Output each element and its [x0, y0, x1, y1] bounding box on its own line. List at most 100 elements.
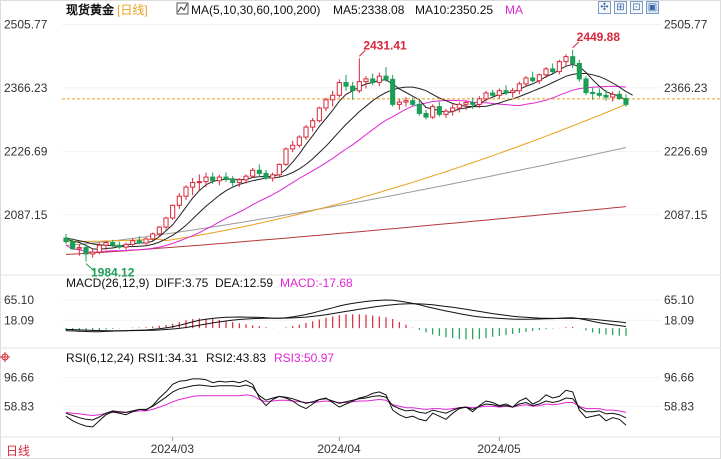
candle[interactable]	[170, 204, 176, 219]
candle[interactable]	[96, 244, 102, 253]
candle[interactable]	[210, 176, 216, 182]
bottom-period-label[interactable]: 日线	[6, 444, 30, 458]
candle[interactable]	[623, 97, 629, 105]
candle[interactable]	[383, 75, 389, 80]
candle[interactable]	[256, 169, 262, 174]
candle[interactable]	[236, 179, 242, 184]
candle[interactable]	[403, 100, 409, 103]
candle[interactable]	[290, 144, 296, 150]
candle[interactable]	[470, 102, 476, 105]
candle[interactable]	[190, 182, 196, 188]
candle[interactable]	[196, 181, 202, 184]
candle[interactable]	[363, 78, 369, 83]
candle[interactable]	[576, 62, 582, 80]
ma-set-label[interactable]: MA(5,10,30,60,100,200)	[191, 3, 320, 17]
price-panel[interactable]: 2505.77 2505.77 2366.23 2366.23 2226.69 2226.…	[4, 17, 721, 280]
candle[interactable]	[310, 120, 316, 128]
candle[interactable]	[283, 148, 289, 165]
candle[interactable]	[70, 241, 76, 250]
rsi-panel[interactable]: 96.66 96.66 58.83 58.83	[4, 371, 694, 428]
candle[interactable]	[396, 101, 402, 105]
candle[interactable]	[303, 126, 309, 138]
candle[interactable]	[203, 176, 209, 183]
candle[interactable]	[476, 98, 482, 105]
candle[interactable]	[90, 251, 96, 255]
candle[interactable]	[356, 81, 362, 92]
candle[interactable]	[616, 93, 622, 99]
candle[interactable]	[296, 136, 302, 146]
fit-chart-icon[interactable]: ⊞	[614, 1, 627, 14]
candle[interactable]	[176, 195, 182, 206]
candle[interactable]	[463, 102, 469, 105]
candle[interactable]	[276, 163, 282, 176]
candle[interactable]	[510, 90, 516, 94]
candle[interactable]	[330, 94, 336, 101]
candle[interactable]	[490, 92, 496, 96]
window-mode-icon[interactable]: ▣	[646, 1, 659, 14]
candle[interactable]	[130, 240, 136, 245]
candle[interactable]	[523, 77, 529, 85]
candle[interactable]	[230, 178, 236, 184]
candle[interactable]	[150, 233, 156, 240]
candle[interactable]	[110, 242, 116, 246]
candle[interactable]	[456, 103, 462, 109]
candle[interactable]	[550, 68, 556, 73]
expand-panel-icon[interactable]: ⊡	[630, 1, 643, 14]
candle[interactable]	[216, 176, 222, 182]
candle[interactable]	[423, 112, 429, 118]
crosshair-icon[interactable]: ✣	[598, 1, 611, 14]
candle[interactable]	[123, 243, 129, 248]
candle[interactable]	[63, 237, 69, 243]
candle[interactable]	[136, 240, 142, 244]
candle[interactable]	[263, 172, 269, 179]
candle[interactable]	[516, 83, 522, 92]
candle[interactable]	[436, 106, 442, 115]
ma-settings-icon[interactable]	[176, 2, 189, 15]
candle[interactable]	[143, 238, 149, 244]
candle[interactable]	[183, 186, 189, 197]
candle[interactable]	[556, 61, 562, 73]
candle[interactable]	[416, 103, 422, 114]
macd-title: MACD(26,12,9)	[66, 276, 149, 290]
candle[interactable]	[603, 94, 609, 98]
candle[interactable]	[443, 110, 449, 115]
candle[interactable]	[163, 217, 169, 228]
candle[interactable]	[503, 90, 509, 94]
candle[interactable]	[536, 74, 542, 82]
candle[interactable]	[76, 247, 82, 250]
candle[interactable]	[496, 90, 502, 96]
candle[interactable]	[323, 99, 329, 109]
candle[interactable]	[390, 78, 396, 105]
candle[interactable]	[583, 78, 589, 94]
candle[interactable]	[223, 176, 229, 180]
candle[interactable]	[410, 100, 416, 105]
candle[interactable]	[250, 169, 256, 177]
candle[interactable]	[156, 226, 162, 235]
candle[interactable]	[590, 92, 596, 95]
candle[interactable]	[243, 175, 249, 181]
candle[interactable]	[570, 56, 576, 64]
ma100-line	[65, 147, 627, 246]
candle[interactable]	[370, 78, 376, 84]
candle[interactable]	[336, 82, 342, 96]
macd-panel[interactable]: 65.10 65.10 18.09 18.09	[4, 293, 694, 340]
candle[interactable]	[270, 174, 276, 179]
candle[interactable]	[543, 68, 549, 76]
candle[interactable]	[103, 242, 109, 246]
candle[interactable]	[350, 85, 356, 92]
candle[interactable]	[530, 77, 536, 82]
candle[interactable]	[83, 247, 89, 255]
candle[interactable]	[430, 106, 436, 118]
candle[interactable]	[316, 107, 322, 122]
candle[interactable]	[450, 107, 456, 112]
candle[interactable]	[343, 82, 349, 87]
candle[interactable]	[563, 56, 569, 63]
candle[interactable]	[610, 93, 616, 98]
candle[interactable]	[116, 244, 122, 248]
candle[interactable]	[376, 75, 382, 84]
candle[interactable]	[483, 92, 489, 100]
period-label[interactable]: [日线]	[117, 3, 148, 17]
indicator-menu-icon[interactable]	[0, 352, 10, 362]
candle[interactable]	[596, 92, 602, 96]
